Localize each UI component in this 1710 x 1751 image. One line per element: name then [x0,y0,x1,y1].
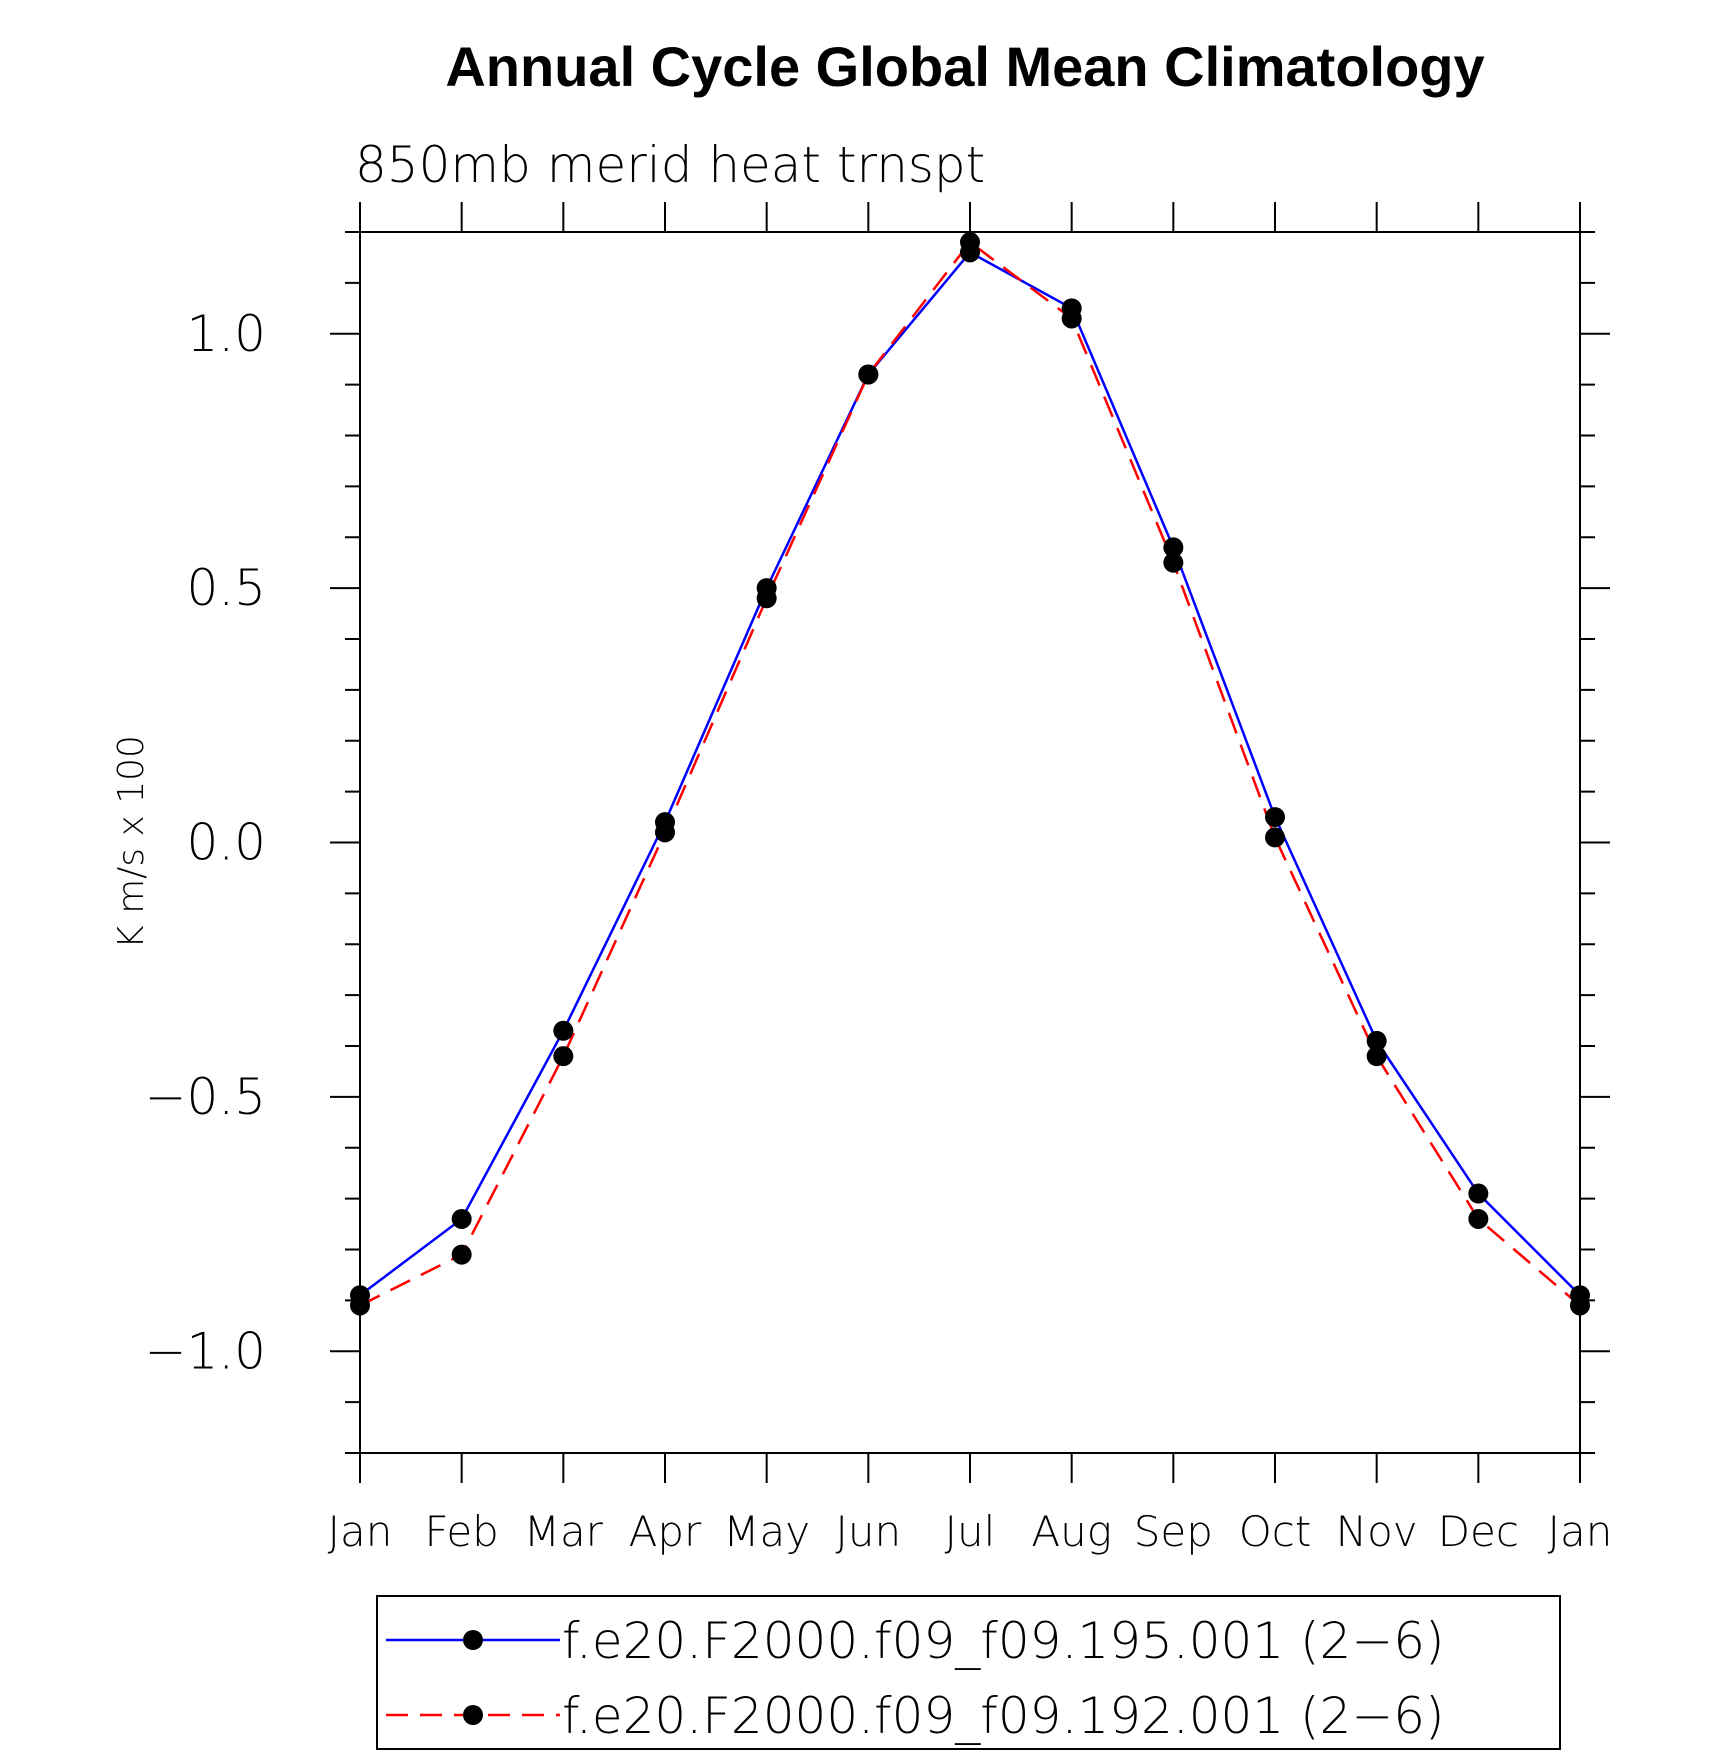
y-tick-label: −1.0 [145,1322,266,1380]
x-tick-labels: Jan Feb Mar Apr May Jun Jul Aug Sep Oct Nov Dec Jan [328,1507,1613,1556]
series-2-point [1570,1295,1590,1316]
legend-label-2: f.e20.F2000.f09_f09.192.001 (2−6) [562,1687,1445,1745]
series-2-point [350,1295,370,1316]
chart-title: Annual Cycle Global Mean Climatology [445,35,1484,98]
legend-marker-2 [463,1705,483,1725]
series-2-point [960,232,980,253]
series-1-point [1366,1030,1387,1051]
x-tick-label: Sep [1134,1507,1213,1556]
legend-entries: f.e20.F2000.f09_f09.195.001 (2−6) f.e20.F… [386,1612,1445,1745]
series-line-2 [359,240,1581,1307]
x-tick-label: Jul [945,1507,996,1556]
legend-label-1: f.e20.F2000.f09_f09.195.001 (2−6) [562,1612,1445,1670]
series-1-point [1468,1183,1489,1204]
legend-box [376,1595,1561,1750]
series-layer [350,232,1590,1316]
y-tick-label: −0.5 [145,1068,266,1126]
x-tick-label: Jan [1548,1507,1613,1556]
series-2-point [1468,1208,1489,1229]
legend: f.e20.F2000.f09_f09.195.001 (2−6) f.e20.F… [376,1595,1561,1750]
series-1-point [451,1208,472,1229]
x-tick-label: Oct [1239,1507,1312,1556]
series-2-point [858,364,879,385]
x-tick-label: Nov [1336,1507,1418,1556]
x-tick-label: Dec [1438,1507,1519,1556]
series-2-point [1163,552,1184,573]
series-2-point [451,1244,472,1265]
series-2-point [756,588,777,609]
legend-marker-1 [463,1630,483,1650]
plot-frame [359,231,1581,1454]
x-tick-label: Feb [424,1507,498,1556]
x-tick-label: Apr [629,1507,702,1556]
series-2-point [553,1046,574,1067]
y-axis-label: K m/s x 100 [111,735,152,949]
x-tick-label: May [723,1507,810,1556]
series-2-point [655,822,675,843]
series-1-point [1163,537,1184,558]
y-tick-label: 0.0 [186,814,266,872]
series-1-point [1265,807,1285,828]
y-tick-label: 0.5 [186,559,266,617]
series-1-point [553,1020,574,1041]
series-2-point [1366,1046,1387,1067]
series-2-point [1265,827,1285,848]
x-tick-label: Mar [524,1507,604,1556]
y-tick-labels: −1.0 −0.5 0.0 0.5 1.0 [145,305,266,1381]
plot-axes [330,202,1610,1483]
x-tick-label: Aug [1031,1507,1112,1556]
series-line-1 [359,250,1581,1297]
chart-subtitle: 850mb merid heat trnspt [355,136,985,194]
series-2-point [1061,308,1082,329]
x-tick-label: Jan [328,1507,393,1556]
x-tick-label: Jun [836,1507,902,1556]
y-tick-label: 1.0 [186,305,266,363]
